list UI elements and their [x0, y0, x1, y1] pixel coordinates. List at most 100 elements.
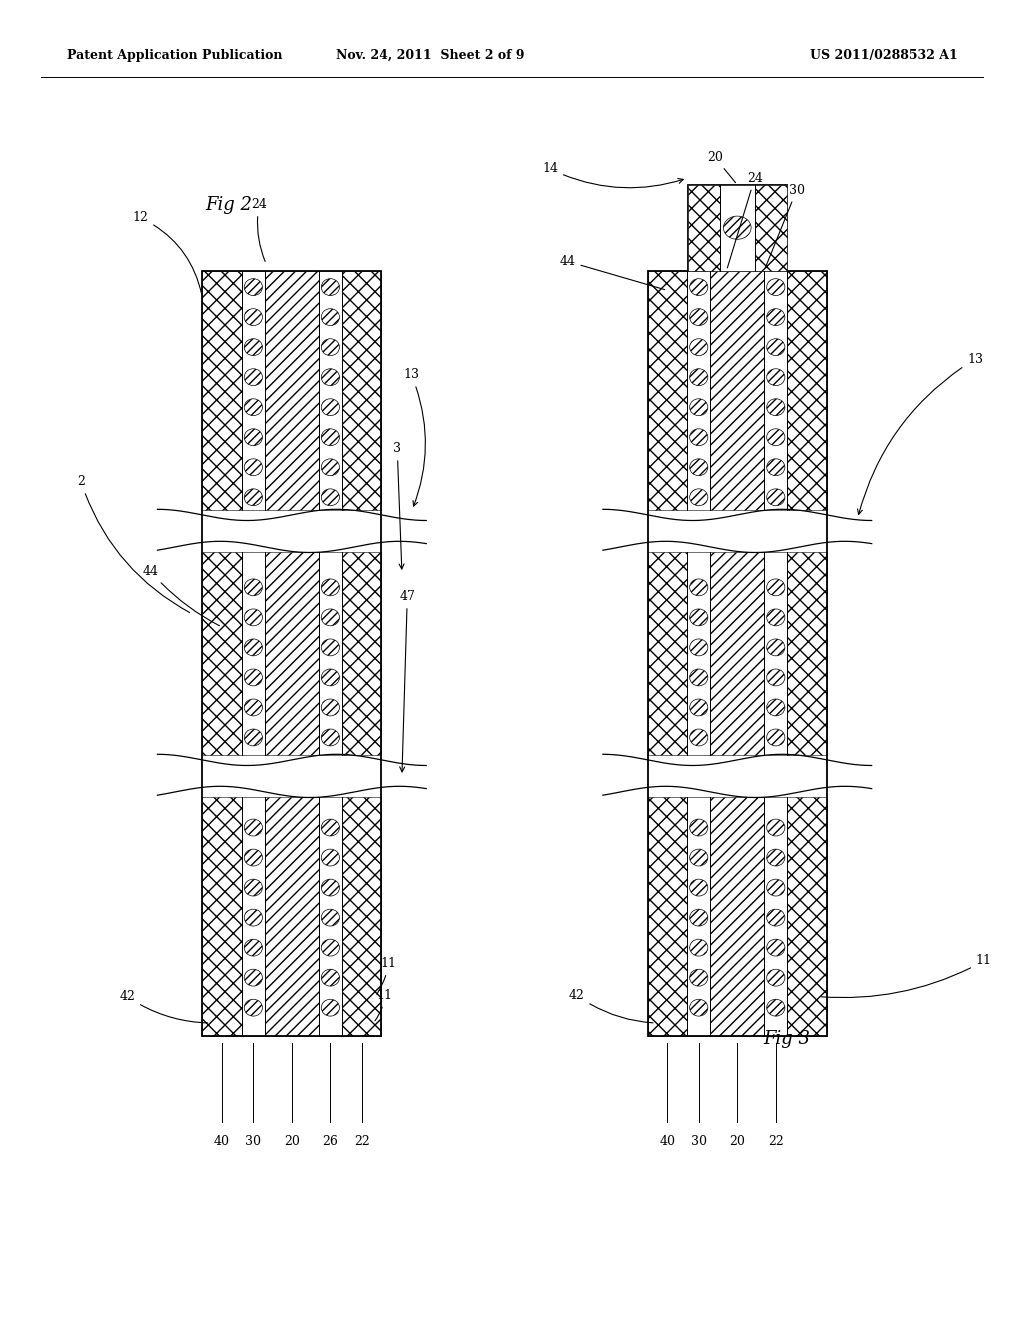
- Bar: [202, 552, 242, 755]
- Ellipse shape: [767, 488, 784, 506]
- Text: 42: 42: [568, 989, 653, 1023]
- Text: US 2011/0288532 A1: US 2011/0288532 A1: [810, 49, 957, 62]
- Bar: [764, 271, 787, 510]
- Bar: [764, 797, 787, 1036]
- Bar: [711, 552, 764, 755]
- Ellipse shape: [245, 820, 262, 836]
- Ellipse shape: [245, 969, 262, 986]
- Bar: [688, 185, 786, 271]
- Ellipse shape: [690, 309, 708, 326]
- Ellipse shape: [767, 820, 784, 836]
- Ellipse shape: [690, 820, 708, 836]
- Ellipse shape: [245, 669, 262, 686]
- Text: 2: 2: [77, 475, 189, 612]
- Ellipse shape: [322, 940, 339, 956]
- Ellipse shape: [245, 429, 262, 446]
- Text: 20: 20: [284, 1135, 300, 1148]
- Text: 3: 3: [393, 442, 404, 569]
- Ellipse shape: [245, 368, 262, 385]
- Ellipse shape: [690, 279, 708, 296]
- Ellipse shape: [245, 339, 262, 355]
- Ellipse shape: [767, 879, 784, 896]
- Ellipse shape: [767, 279, 784, 296]
- Ellipse shape: [245, 849, 262, 866]
- Ellipse shape: [245, 579, 262, 595]
- Ellipse shape: [690, 969, 708, 986]
- Ellipse shape: [245, 639, 262, 656]
- Bar: [687, 552, 711, 755]
- Text: 13: 13: [403, 368, 425, 506]
- Ellipse shape: [322, 309, 339, 326]
- Text: 47: 47: [399, 590, 416, 772]
- Ellipse shape: [690, 339, 708, 355]
- Ellipse shape: [690, 940, 708, 956]
- Ellipse shape: [767, 459, 784, 475]
- Text: 44: 44: [559, 255, 665, 289]
- Bar: [787, 271, 827, 510]
- Text: 14: 14: [542, 162, 683, 187]
- Ellipse shape: [322, 279, 339, 296]
- Text: 22: 22: [768, 1135, 783, 1148]
- Text: 20: 20: [729, 1135, 745, 1148]
- Text: 40: 40: [659, 1135, 676, 1148]
- Bar: [318, 271, 342, 510]
- Ellipse shape: [767, 399, 784, 416]
- Bar: [647, 271, 826, 1036]
- Bar: [265, 271, 318, 510]
- Ellipse shape: [245, 879, 262, 896]
- Text: 30: 30: [765, 183, 805, 268]
- Ellipse shape: [690, 459, 708, 475]
- Text: 11: 11: [377, 957, 397, 994]
- Ellipse shape: [690, 879, 708, 896]
- Ellipse shape: [767, 669, 784, 686]
- Ellipse shape: [767, 579, 784, 595]
- Text: 26: 26: [323, 1135, 338, 1148]
- Ellipse shape: [245, 940, 262, 956]
- Ellipse shape: [767, 609, 784, 626]
- Ellipse shape: [767, 909, 784, 927]
- Ellipse shape: [322, 429, 339, 446]
- Ellipse shape: [322, 729, 339, 746]
- Ellipse shape: [245, 700, 262, 715]
- Bar: [202, 797, 242, 1036]
- Ellipse shape: [322, 459, 339, 475]
- Ellipse shape: [245, 609, 262, 626]
- Ellipse shape: [690, 669, 708, 686]
- Bar: [647, 271, 687, 510]
- Ellipse shape: [322, 669, 339, 686]
- Ellipse shape: [322, 700, 339, 715]
- Text: 20: 20: [707, 150, 735, 182]
- Ellipse shape: [690, 639, 708, 656]
- Ellipse shape: [690, 700, 708, 715]
- Ellipse shape: [767, 368, 784, 385]
- Bar: [202, 271, 242, 510]
- Bar: [755, 185, 786, 271]
- Bar: [787, 552, 827, 755]
- Bar: [687, 271, 711, 510]
- Bar: [242, 271, 265, 510]
- Ellipse shape: [322, 368, 339, 385]
- Ellipse shape: [245, 279, 262, 296]
- Ellipse shape: [690, 609, 708, 626]
- Bar: [688, 185, 720, 271]
- Bar: [787, 797, 827, 1036]
- Ellipse shape: [322, 909, 339, 927]
- Ellipse shape: [767, 339, 784, 355]
- Ellipse shape: [767, 639, 784, 656]
- Ellipse shape: [322, 579, 339, 595]
- Ellipse shape: [767, 940, 784, 956]
- Text: 12: 12: [132, 211, 202, 294]
- Bar: [764, 552, 787, 755]
- Bar: [242, 552, 265, 755]
- Ellipse shape: [690, 999, 708, 1016]
- Bar: [342, 271, 381, 510]
- Text: 11: 11: [821, 954, 992, 998]
- Text: 24: 24: [727, 172, 763, 268]
- Text: 42: 42: [119, 990, 208, 1023]
- Ellipse shape: [690, 399, 708, 416]
- Bar: [265, 552, 318, 755]
- Text: 30: 30: [691, 1135, 707, 1148]
- Bar: [318, 552, 342, 755]
- Ellipse shape: [322, 399, 339, 416]
- Bar: [342, 552, 381, 755]
